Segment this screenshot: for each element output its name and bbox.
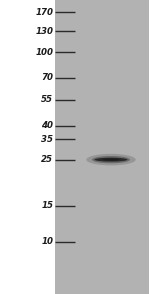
Text: 15: 15 [41,201,53,210]
Text: 170: 170 [35,8,53,17]
Text: 10: 10 [41,237,53,246]
Text: 25: 25 [41,155,53,164]
Text: 70: 70 [41,74,53,82]
Text: 40: 40 [41,121,53,130]
Ellipse shape [86,154,136,166]
Text: 55: 55 [41,96,53,104]
Text: 35: 35 [41,135,53,143]
Ellipse shape [94,158,128,162]
Ellipse shape [92,156,130,163]
Ellipse shape [103,158,119,161]
Bar [55,0,149,294]
Text: 100: 100 [35,48,53,57]
Text: 130: 130 [35,27,53,36]
